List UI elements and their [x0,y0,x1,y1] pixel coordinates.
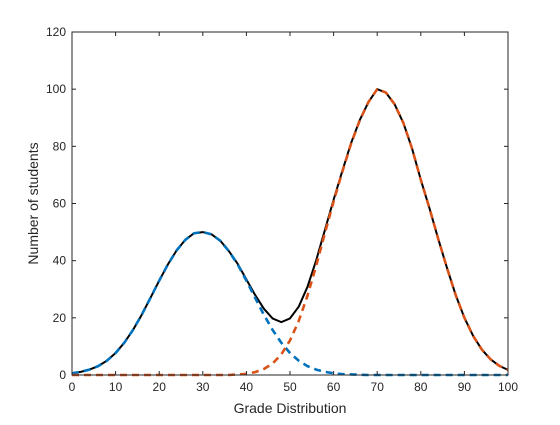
x-tick-label: 50 [283,380,297,394]
y-tick-label: 60 [53,197,67,211]
x-tick-label: 80 [414,380,428,394]
x-tick-label: 20 [153,380,167,394]
y-tick-label: 0 [59,368,66,382]
axes-layer: 0 10 20 30 40 50 60 70 80 90 100 0 20 40 60 80 100 120 [46,25,518,394]
y-tick-label: 20 [53,311,67,325]
y-tick-label: 80 [53,139,67,153]
x-tick-label: 70 [371,380,385,394]
x-tick-label: 90 [458,380,472,394]
x-axis-title: Grade Distribution [234,400,347,416]
x-tick-label: 40 [240,380,254,394]
y-tick-label: 40 [53,254,67,268]
x-tick-label: 10 [109,380,123,394]
x-tick-label: 100 [498,380,518,394]
y-tick-label: 100 [46,82,66,96]
y-axis-title: Number of students [25,142,41,264]
x-tick-label: 60 [327,380,341,394]
y-tick-label: 120 [46,25,66,39]
x-tick-label: 0 [69,380,76,394]
x-tick-label: 30 [196,380,210,394]
